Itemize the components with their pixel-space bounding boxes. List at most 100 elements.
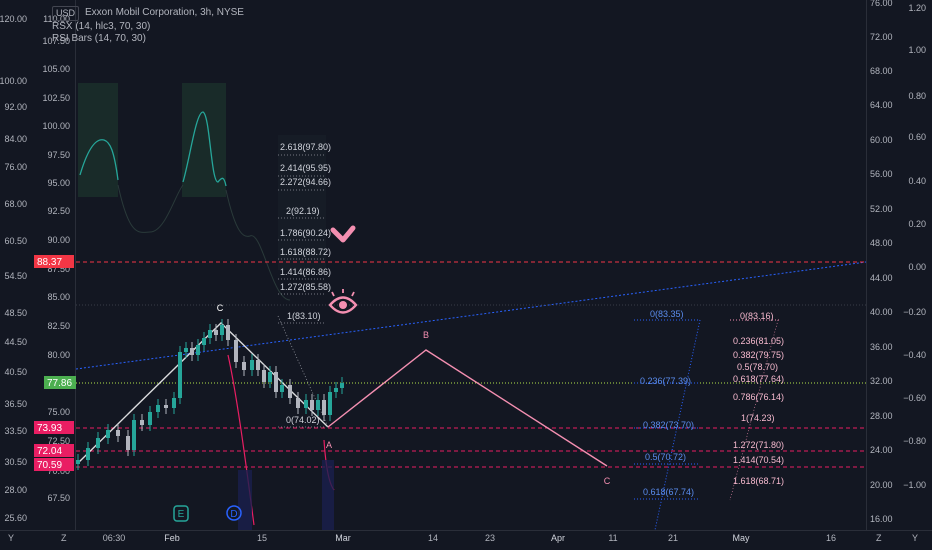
- fib-pink-label: 0(83.16): [740, 311, 774, 321]
- left-inner-tick: 95.00: [47, 178, 70, 188]
- left-outer-tick: 40.50: [4, 367, 27, 377]
- currency-badge[interactable]: USD: [52, 6, 80, 21]
- time-tick: Apr: [551, 533, 565, 543]
- corner-left-z[interactable]: Z: [61, 533, 67, 543]
- candle-body: [76, 460, 80, 464]
- left-inner-tick: 102.50: [42, 93, 70, 103]
- candle-body: [234, 340, 238, 362]
- rsx-zone-2: [182, 83, 226, 197]
- left-outer-tick: 28.00: [4, 485, 27, 495]
- right-outer-tick: 0.00: [908, 262, 926, 272]
- candle-body: [334, 388, 338, 392]
- fib-pink-label: 0.5(78.70): [737, 362, 778, 372]
- left-inner-tick: 90.00: [47, 235, 70, 245]
- right-inner-tick: 28.00: [870, 411, 893, 421]
- symbol-title: Exxon Mobil Corporation, 3h, NYSE: [85, 7, 244, 18]
- left-inner-tick: 107.50: [42, 36, 70, 46]
- trendline: [75, 261, 867, 370]
- right-inner-tick: 48.00: [870, 238, 893, 248]
- fib-pink-label: 0.786(76.14): [733, 392, 784, 402]
- checkmark-icon: [330, 225, 356, 243]
- fib-pink-label: 0.382(79.75): [733, 350, 784, 360]
- rsx-line: [79, 111, 227, 187]
- rsx-faint: [117, 184, 291, 301]
- left-inner-tick: 105.00: [42, 64, 70, 74]
- earnings-badge[interactable]: E: [173, 505, 189, 522]
- fib-pink-label: 0.236(81.05): [733, 336, 784, 346]
- fib-pink-label: 0.618(77.64): [733, 374, 784, 384]
- fib-upper-label: 2(92.19): [286, 206, 320, 216]
- left-outer-tick: 54.50: [4, 271, 27, 281]
- fib-upper-label: 1.618(88.72): [280, 247, 331, 257]
- right-inner-tick: 60.00: [870, 135, 893, 145]
- earnings-badge-label: E: [178, 509, 185, 520]
- candle-body: [280, 385, 284, 392]
- right-inner-tick: 68.00: [870, 66, 893, 76]
- right-inner-tick: 36.00: [870, 342, 893, 352]
- left-outer-tick: 76.00: [4, 162, 27, 172]
- candle-body: [340, 383, 344, 388]
- candle-body: [132, 420, 136, 450]
- dividend-badge[interactable]: D: [226, 505, 242, 521]
- candle-body: [86, 448, 90, 460]
- wave-label-c2: C: [604, 476, 611, 486]
- left-inner-tick: 87.50: [47, 264, 70, 274]
- candle-body: [304, 400, 308, 408]
- candle-body: [310, 400, 314, 410]
- right-outer-tick: 1.20: [908, 3, 926, 13]
- fib-blue-label: 0.236(77.39): [640, 376, 691, 386]
- fib-upper-label: 2.414(95.95): [280, 163, 331, 173]
- level-tag-70-59-bg: [34, 458, 74, 471]
- candle-body: [196, 345, 200, 355]
- fib-upper-label: 2.618(97.80): [280, 142, 331, 152]
- corner-left-y[interactable]: Y: [8, 533, 14, 543]
- candle-body: [226, 325, 230, 340]
- time-tick: Feb: [164, 533, 180, 543]
- right-outer-tick: −1.00: [903, 480, 926, 490]
- time-tick: May: [732, 533, 750, 543]
- fib-blue-label: 0(83.35): [650, 309, 684, 319]
- left-outer-tick: 30.50: [4, 457, 27, 467]
- wave-label-b: B: [423, 330, 429, 340]
- candle-body: [256, 360, 260, 370]
- fib-pink-label: 1.272(71.80): [733, 440, 784, 450]
- candle-body: [148, 412, 152, 425]
- fib-upper-label: 1.414(86.86): [280, 267, 331, 277]
- candle-body: [220, 325, 224, 335]
- corner-right-z[interactable]: Z: [876, 533, 882, 543]
- right-outer-tick: 0.80: [908, 91, 926, 101]
- right-inner-tick: 52.00: [870, 204, 893, 214]
- right-inner-tick: 76.00: [870, 0, 893, 8]
- corner-right-y[interactable]: Y: [912, 533, 918, 543]
- candle-body: [96, 438, 100, 448]
- level-tag-72-04: 72.04: [37, 446, 62, 457]
- current-price-tag-bg: [44, 376, 76, 389]
- time-tick: 21: [668, 533, 678, 543]
- right-outer-tick: 0.40: [908, 176, 926, 186]
- left-inner-tick: 82.50: [47, 321, 70, 331]
- current-price-tag: 77.86: [47, 378, 72, 389]
- candle-body: [322, 400, 326, 415]
- level-tag-70-59: 70.59: [37, 460, 62, 471]
- indicator-rsx[interactable]: RSX (14, hlc3, 70, 30): [52, 20, 151, 32]
- time-tick: 14: [428, 533, 438, 543]
- time-tick: 15: [257, 533, 267, 543]
- fib-pink-label: 1(74.23): [741, 413, 775, 423]
- right-outer-tick: −0.20: [903, 307, 926, 317]
- candle-body: [208, 330, 212, 338]
- candle-body: [190, 348, 194, 355]
- left-inner-tick: 85.00: [47, 292, 70, 302]
- candle-body: [262, 370, 266, 382]
- candle-body: [296, 398, 300, 408]
- fib-pink-label: 1.414(70.54): [733, 455, 784, 465]
- time-tick: 11: [608, 533, 617, 543]
- right-inner-tick: 64.00: [870, 100, 893, 110]
- indicator-rsi-bars[interactable]: RSI Bars (14, 70, 30): [52, 33, 146, 44]
- right-inner-tick: 72.00: [870, 32, 893, 42]
- wave-label-c1: C: [217, 303, 224, 313]
- dividend-badge-label: D: [230, 509, 237, 520]
- candle-body: [106, 430, 110, 438]
- right-inner-tick: 24.00: [870, 445, 893, 455]
- level-tag-88-37-bg: [34, 255, 74, 268]
